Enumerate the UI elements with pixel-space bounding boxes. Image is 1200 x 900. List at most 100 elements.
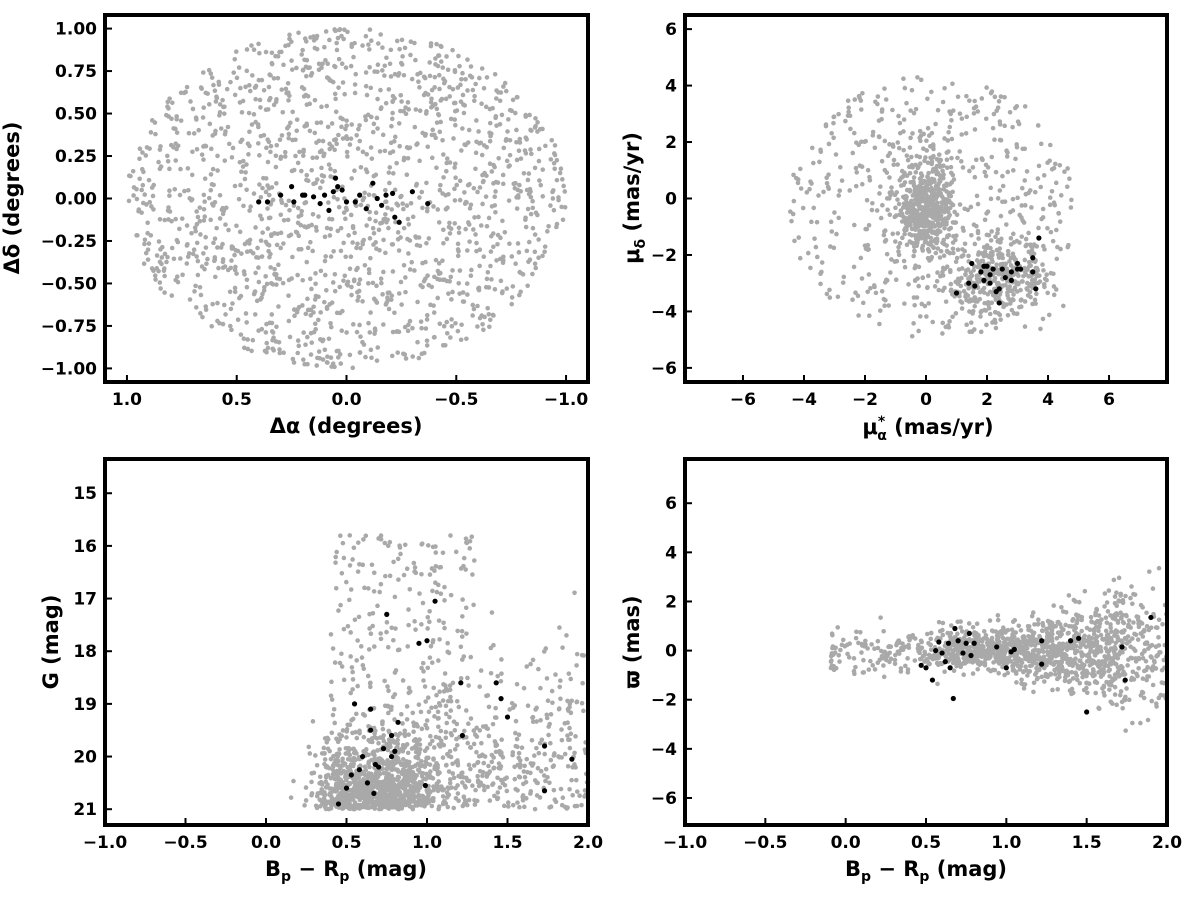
- field-star-point: [202, 199, 207, 204]
- field-star-point: [524, 248, 530, 254]
- field-star-point: [460, 657, 465, 662]
- field-star-point: [404, 717, 410, 722]
- field-star-point: [552, 152, 558, 158]
- field-star-point: [182, 188, 187, 194]
- field-star-point: [558, 786, 564, 792]
- field-star-point: [1041, 173, 1047, 178]
- field-star-point: [871, 283, 877, 288]
- field-star-point: [415, 724, 420, 729]
- field-star-point: [388, 74, 394, 79]
- field-star-point: [408, 39, 414, 44]
- field-star-point: [322, 272, 328, 278]
- field-star-point: [399, 99, 404, 104]
- field-star-point: [212, 255, 218, 260]
- field-star-point: [959, 132, 965, 137]
- field-star-point: [522, 804, 527, 810]
- field-star-point: [1045, 160, 1050, 166]
- field-star-point: [266, 192, 272, 198]
- field-star-point: [901, 258, 907, 264]
- field-star-point: [343, 745, 349, 751]
- field-star-point: [376, 792, 382, 797]
- field-star-point: [436, 735, 442, 741]
- field-star-point: [299, 168, 304, 174]
- y-tick-label: −0.50: [41, 274, 97, 294]
- field-star-point: [209, 75, 215, 80]
- field-star-point: [955, 155, 960, 161]
- field-star-point: [472, 93, 477, 99]
- field-star-point: [516, 732, 522, 737]
- field-star-point: [561, 183, 566, 189]
- field-star-point: [191, 247, 197, 253]
- field-star-point: [412, 268, 417, 273]
- field-star-point: [466, 762, 472, 768]
- field-star-point: [328, 324, 334, 330]
- field-star-point: [380, 719, 385, 724]
- field-star-point: [464, 540, 469, 545]
- field-star-point: [501, 803, 507, 809]
- field-star-point: [419, 325, 424, 331]
- field-star-point: [400, 678, 406, 683]
- field-star-point: [455, 247, 461, 252]
- field-star-point: [278, 156, 283, 161]
- field-star-point: [436, 724, 441, 730]
- field-star-point: [481, 85, 487, 91]
- field-star-point: [398, 108, 403, 114]
- field-star-point: [324, 225, 330, 231]
- field-star-point: [472, 215, 477, 220]
- field-star-point: [532, 232, 538, 237]
- field-star-point: [349, 292, 354, 298]
- field-star-point: [348, 654, 353, 659]
- field-star-point: [455, 628, 460, 634]
- field-star-point: [864, 197, 870, 203]
- field-star-point: [281, 217, 287, 223]
- field-star-point: [386, 87, 392, 92]
- field-star-point: [572, 590, 577, 596]
- field-star-point: [274, 142, 280, 148]
- field-star-point: [947, 319, 952, 324]
- field-star-point: [1030, 277, 1035, 283]
- field-star-point: [935, 246, 941, 251]
- field-star-point: [436, 804, 442, 809]
- field-star-point: [381, 322, 386, 327]
- field-star-point: [1006, 296, 1011, 301]
- field-star-point: [848, 126, 853, 132]
- field-star-point: [466, 778, 472, 784]
- field-star-point: [474, 725, 479, 731]
- field-star-point: [143, 250, 149, 256]
- field-star-point: [178, 118, 184, 123]
- field-star-point: [909, 162, 915, 168]
- field-star-point: [327, 141, 332, 147]
- field-star-point: [234, 223, 239, 229]
- field-star-point: [986, 302, 991, 308]
- field-star-point: [212, 236, 218, 241]
- field-star-point: [452, 728, 458, 733]
- field-star-point: [1004, 222, 1009, 227]
- field-star-point: [877, 191, 882, 196]
- field-star-point: [1019, 203, 1025, 208]
- field-star-point: [194, 221, 200, 227]
- field-star-point: [261, 87, 267, 93]
- field-star-point: [460, 126, 465, 131]
- field-star-point: [338, 766, 343, 771]
- field-star-point: [496, 765, 502, 771]
- field-star-point: [948, 164, 954, 170]
- field-star-point: [350, 669, 355, 675]
- field-star-point: [422, 75, 428, 81]
- field-star-point: [489, 169, 495, 174]
- member-star-point: [1008, 269, 1015, 275]
- field-star-point: [337, 284, 343, 290]
- field-star-point: [912, 201, 918, 207]
- field-star-point: [326, 200, 331, 205]
- field-star-point: [559, 727, 564, 732]
- field-star-point: [286, 198, 292, 204]
- field-star-point: [143, 153, 149, 158]
- field-star-point: [920, 275, 926, 281]
- field-star-point: [331, 706, 337, 712]
- field-star-point: [361, 537, 366, 542]
- field-star-point: [338, 361, 344, 366]
- field-star-point: [557, 754, 562, 760]
- field-star-point: [441, 152, 446, 157]
- field-star-point: [330, 712, 336, 718]
- field-star-point: [281, 241, 286, 246]
- field-star-point: [442, 671, 448, 676]
